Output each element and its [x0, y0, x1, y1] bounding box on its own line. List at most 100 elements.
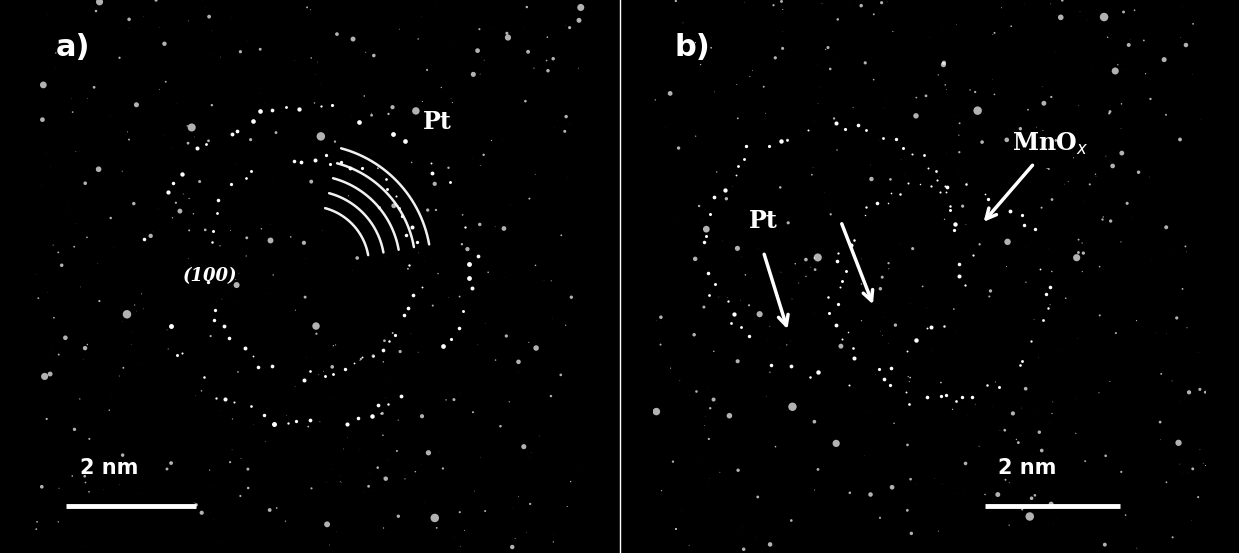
- Point: [569, 64, 589, 72]
- Point: [1123, 213, 1142, 222]
- Point: [211, 53, 230, 61]
- Point: [1042, 267, 1062, 276]
- Point: [470, 220, 489, 229]
- Point: [299, 422, 318, 431]
- Point: [429, 269, 449, 278]
- Point: [1151, 369, 1171, 378]
- Point: [696, 41, 716, 50]
- Point: [89, 296, 109, 305]
- Point: [375, 393, 395, 402]
- Point: [426, 206, 446, 215]
- Point: [820, 65, 840, 74]
- Point: [50, 484, 69, 493]
- Point: [975, 490, 995, 499]
- Point: [212, 539, 232, 547]
- Point: [1046, 47, 1066, 56]
- Point: [1040, 418, 1059, 427]
- Point: [450, 508, 470, 517]
- Point: [706, 399, 726, 408]
- Point: [773, 5, 793, 14]
- Point: [85, 7, 105, 15]
- Point: [1189, 348, 1209, 357]
- Point: [803, 163, 823, 172]
- Point: [1016, 384, 1036, 393]
- Point: [839, 1, 859, 10]
- Point: [558, 173, 577, 182]
- Point: [1069, 235, 1089, 244]
- Point: [1125, 6, 1145, 15]
- Point: [67, 219, 87, 228]
- Point: [79, 487, 99, 496]
- Point: [709, 293, 729, 301]
- Point: [41, 163, 61, 171]
- Point: [660, 364, 680, 373]
- Point: [222, 13, 242, 22]
- Point: [77, 233, 97, 242]
- Point: [1011, 404, 1031, 413]
- Point: [758, 335, 778, 343]
- Point: [1168, 439, 1188, 447]
- Point: [1177, 324, 1197, 332]
- Point: [307, 58, 327, 66]
- Point: [781, 337, 800, 346]
- Point: [815, 45, 835, 54]
- Point: [312, 211, 332, 220]
- Point: [89, 0, 109, 6]
- Point: [727, 244, 747, 253]
- Point: [301, 6, 321, 14]
- Point: [807, 60, 826, 69]
- Point: [43, 351, 63, 359]
- Point: [720, 411, 740, 420]
- Point: [180, 194, 199, 203]
- Point: [408, 348, 427, 357]
- Point: [486, 222, 506, 231]
- Point: [1095, 451, 1115, 460]
- Point: [1146, 328, 1166, 337]
- Point: [351, 354, 370, 363]
- Point: [773, 27, 793, 36]
- Point: [1189, 445, 1209, 454]
- Point: [199, 466, 219, 474]
- Point: [217, 286, 237, 295]
- Point: [753, 82, 773, 91]
- Point: [1027, 405, 1047, 414]
- Point: [1111, 237, 1131, 246]
- Point: [1097, 152, 1116, 160]
- Point: [864, 10, 883, 19]
- Point: [451, 542, 471, 551]
- Point: [954, 486, 974, 495]
- Point: [351, 356, 370, 365]
- Point: [252, 225, 271, 233]
- Point: [660, 89, 680, 98]
- Point: [1189, 385, 1209, 394]
- Point: [804, 418, 824, 426]
- Point: [897, 506, 917, 515]
- Point: [855, 59, 875, 67]
- Point: [731, 452, 751, 461]
- Point: [508, 357, 528, 366]
- Point: [354, 92, 374, 101]
- Point: [541, 392, 561, 400]
- Point: [1167, 314, 1187, 322]
- Text: b): b): [675, 33, 711, 62]
- Point: [331, 478, 351, 487]
- Point: [73, 354, 93, 363]
- Point: [1051, 13, 1070, 22]
- Point: [706, 168, 726, 176]
- Point: [322, 466, 342, 474]
- Point: [351, 445, 370, 454]
- Point: [1043, 520, 1063, 529]
- Point: [113, 317, 133, 326]
- Point: [414, 257, 434, 265]
- Point: [1196, 388, 1215, 397]
- Point: [514, 442, 534, 451]
- Point: [1074, 197, 1094, 206]
- Point: [647, 316, 667, 325]
- Point: [444, 395, 463, 404]
- Point: [311, 132, 331, 141]
- Point: [571, 3, 591, 12]
- Point: [891, 155, 911, 164]
- Point: [202, 26, 222, 35]
- Point: [494, 224, 514, 233]
- Point: [1150, 418, 1170, 426]
